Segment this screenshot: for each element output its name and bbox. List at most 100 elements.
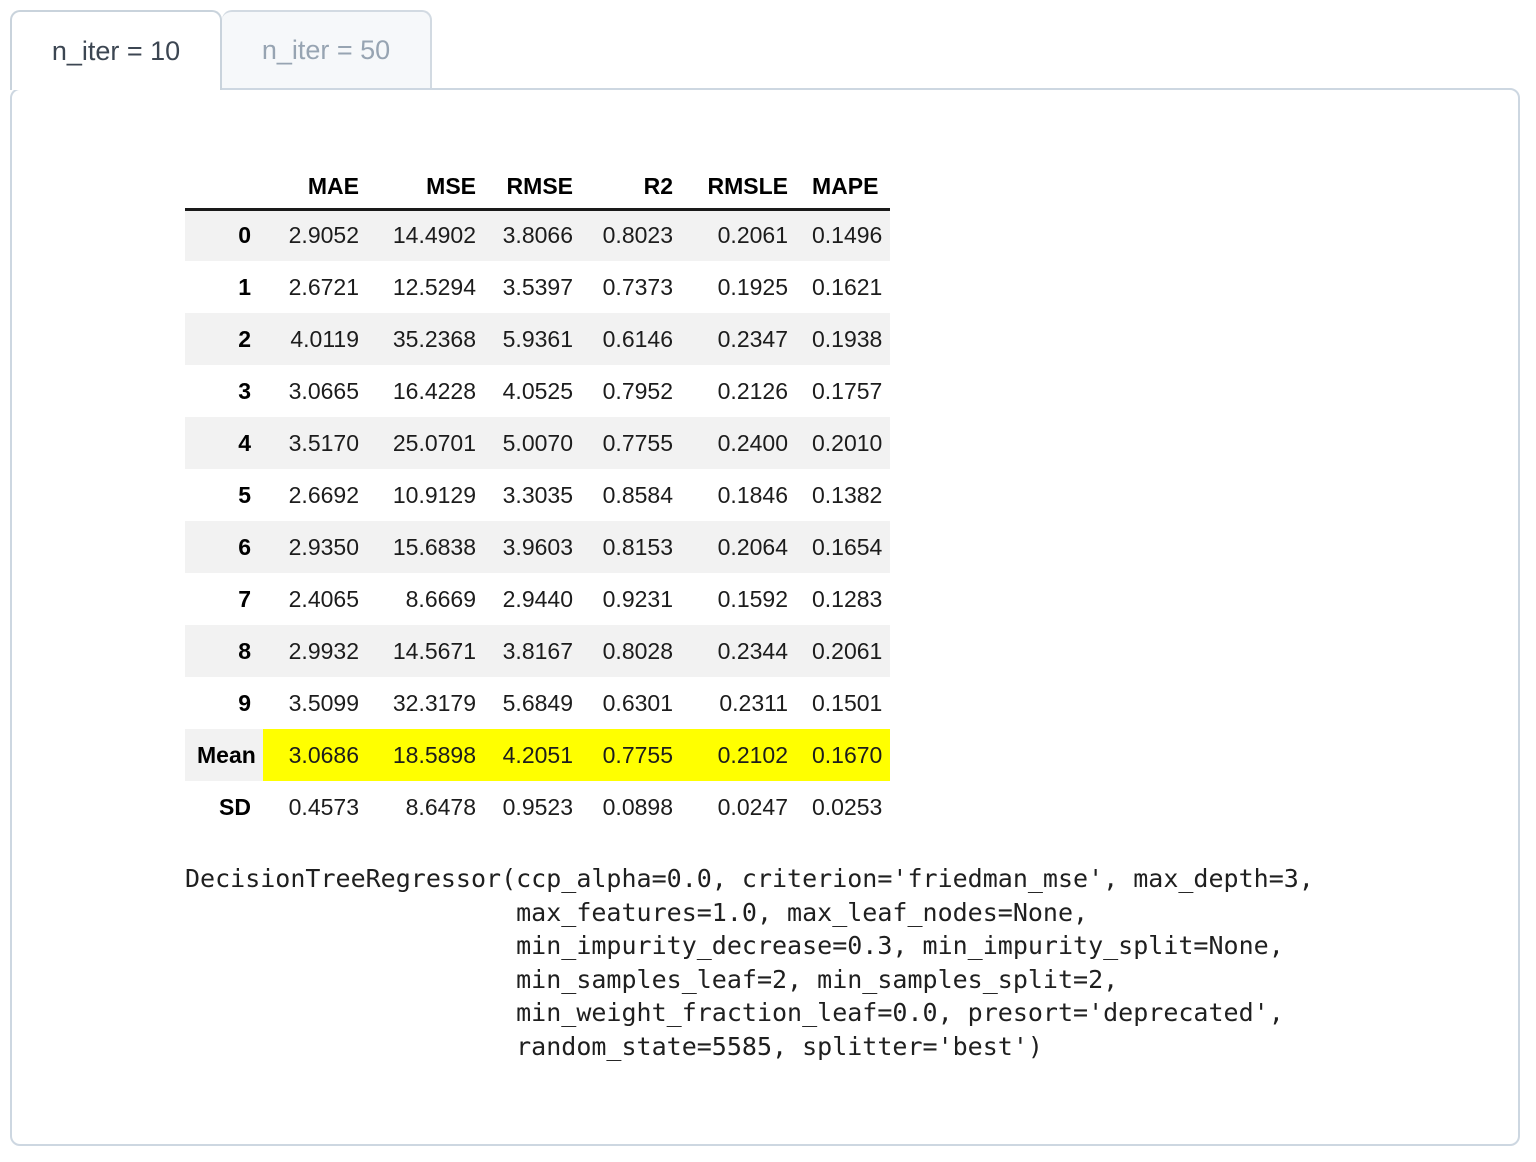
metric-cell: 5.9361 [502, 325, 573, 352]
row-label: 9 [238, 689, 251, 716]
metric-cell: 0.2010 [812, 429, 883, 456]
metric-cell: 18.5898 [371, 729, 488, 781]
metric-cell: 0.7373 [602, 273, 673, 300]
metric-cell: 2.6721 [288, 273, 359, 300]
metric-cell: 0.1846 [717, 481, 788, 508]
table-row: 2 4.0119 35.2368 5.9361 0.6146 0.2347 0.1938 [185, 313, 890, 365]
metric-cell: 3.3035 [502, 481, 573, 508]
tab-content-panel: MAE MSE RMSE R2 RMSLE MAPE 0 2.9052 14.4902 3.80… [10, 88, 1520, 1146]
table-row: SD 0.4573 8.6478 0.9523 0.0898 0.0247 0.0253 [185, 781, 890, 833]
row-label: 8 [238, 637, 251, 664]
metric-cell: 8.6478 [405, 793, 476, 820]
index-column-header [185, 165, 263, 211]
metric-cell: 0.1654 [812, 533, 883, 560]
metric-cell: 0.1757 [812, 377, 883, 404]
row-label: 4 [238, 429, 251, 456]
metric-cell: 0.1382 [812, 481, 883, 508]
row-label: 3 [238, 377, 251, 404]
metric-cell: 3.8066 [502, 222, 573, 249]
metric-cell: 3.0686 [263, 729, 371, 781]
metric-cell: 2.9350 [288, 533, 359, 560]
metric-cell: 2.9052 [288, 222, 359, 249]
metric-cell: 0.2344 [717, 637, 788, 664]
metric-cell: 0.2311 [719, 689, 788, 716]
metric-cell: 2.4065 [288, 585, 359, 612]
row-label: SD [219, 793, 251, 820]
metric-cell: 14.5671 [392, 637, 476, 664]
table-row: 6 2.9350 15.6838 3.9603 0.8153 0.2064 0.1654 [185, 521, 890, 573]
metric-cell: 0.1592 [717, 585, 788, 612]
metric-cell: 0.2061 [812, 637, 883, 664]
tab-n-iter-10-label: n_iter = 10 [51, 35, 181, 66]
metric-cell: 0.2102 [685, 729, 800, 781]
table-row: 3 3.0665 16.4228 4.0525 0.7952 0.2126 0.1757 [185, 365, 890, 417]
metric-cell: 0.7952 [602, 377, 673, 404]
metric-cell: 0.9523 [502, 793, 573, 820]
tab-bar: n_iter = 10 n_iter = 50 [10, 10, 1529, 90]
row-label: 7 [238, 585, 251, 612]
metric-cell: 15.6838 [392, 533, 476, 560]
metric-cell: 3.5397 [502, 273, 573, 300]
column-header: MAE [263, 165, 371, 211]
metric-cell: 3.5099 [288, 689, 359, 716]
metric-cell: 32.3179 [392, 689, 476, 716]
metric-cell: 0.2126 [717, 377, 788, 404]
metric-cell: 3.8167 [502, 637, 573, 664]
metric-cell: 0.1938 [812, 325, 883, 352]
metric-cell: 0.2400 [717, 429, 788, 456]
row-label: 6 [238, 533, 251, 560]
metric-cell: 0.0898 [602, 793, 673, 820]
table-row: 9 3.5099 32.3179 5.6849 0.6301 0.2311 0.1501 [185, 677, 890, 729]
row-label: 2 [238, 325, 251, 352]
table-row: 4 3.5170 25.0701 5.0070 0.7755 0.2400 0.2010 [185, 417, 890, 469]
metric-cell: 14.4902 [392, 222, 476, 249]
tab-n-iter-50-label: n_iter = 50 [261, 34, 391, 65]
metric-cell: 35.2368 [392, 325, 476, 352]
metric-cell: 8.6669 [405, 585, 476, 612]
metric-cell: 16.4228 [392, 377, 476, 404]
metric-cell: 25.0701 [392, 429, 476, 456]
metric-cell: 3.0665 [288, 377, 359, 404]
tab-n-iter-10[interactable]: n_iter = 10 [10, 10, 222, 90]
metric-cell: 0.6146 [602, 325, 673, 352]
metric-cell: 0.2347 [717, 325, 788, 352]
metric-cell: 5.6849 [502, 689, 573, 716]
metric-cell: 5.0070 [502, 429, 573, 456]
tab-n-iter-50[interactable]: n_iter = 50 [222, 10, 432, 88]
table-row: 0 2.9052 14.4902 3.8066 0.8023 0.2061 0.1496 [185, 209, 890, 261]
metric-cell: 12.5294 [392, 273, 476, 300]
model-repr-text: DecisionTreeRegressor(ccp_alpha=0.0, cri… [185, 864, 1314, 1061]
metrics-table: MAE MSE RMSE R2 RMSLE MAPE 0 2.9052 14.4902 3.80… [185, 165, 890, 833]
metric-cell: 2.6692 [288, 481, 359, 508]
metric-cell: 0.1496 [812, 222, 883, 249]
metric-cell: 0.1283 [812, 585, 883, 612]
column-header: MAPE [800, 165, 890, 211]
column-header: RMSE [488, 165, 585, 211]
column-header: RMSLE [685, 165, 800, 211]
table-row: 8 2.9932 14.5671 3.8167 0.8028 0.2344 0.2061 [185, 625, 890, 677]
table-row: Mean 3.0686 18.5898 4.2051 0.7755 0.2102 0.167… [185, 729, 890, 781]
row-label: Mean [197, 741, 256, 768]
row-label: 0 [238, 222, 251, 249]
metric-cell: 0.9231 [602, 585, 673, 612]
column-header: R2 [585, 165, 685, 211]
metric-cell: 0.1670 [800, 729, 890, 781]
metric-cell: 0.6301 [602, 689, 673, 716]
metric-cell: 0.2061 [717, 222, 788, 249]
metric-cell: 0.0247 [717, 793, 788, 820]
metric-cell: 0.2064 [717, 533, 788, 560]
metric-cell: 0.7755 [585, 729, 685, 781]
metrics-table-body: 0 2.9052 14.4902 3.8066 0.8023 0.2061 0.1496 1 2… [185, 209, 890, 833]
table-row: 1 2.6721 12.5294 3.5397 0.7373 0.1925 0.1621 [185, 261, 890, 313]
column-header: MSE [371, 165, 488, 211]
metrics-table-header: MAE MSE RMSE R2 RMSLE MAPE [185, 165, 890, 211]
metric-cell: 4.0119 [290, 325, 359, 352]
row-label: 5 [238, 481, 251, 508]
metric-cell: 0.1621 [812, 273, 883, 300]
metric-cell: 4.0525 [502, 377, 573, 404]
table-row: 5 2.6692 10.9129 3.3035 0.8584 0.1846 0.1382 [185, 469, 890, 521]
metric-cell: 10.9129 [392, 481, 476, 508]
row-label: 1 [238, 273, 251, 300]
metric-cell: 0.1501 [812, 689, 883, 716]
